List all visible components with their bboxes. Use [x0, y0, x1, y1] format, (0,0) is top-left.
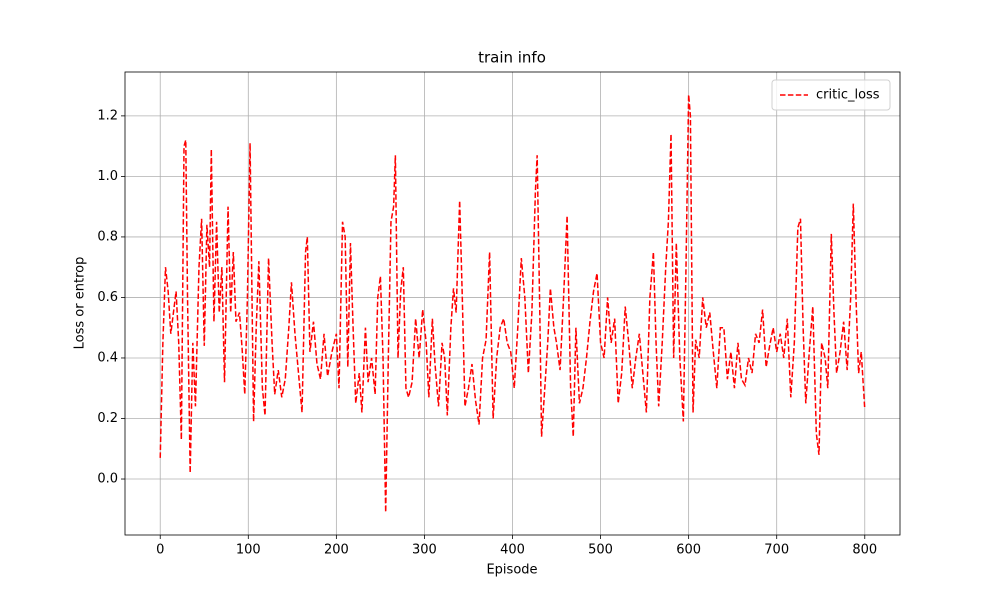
y-tick-label: 0.6 — [97, 290, 118, 305]
line-series — [159, 94, 866, 513]
y-tick-label: 1.0 — [97, 169, 118, 184]
x-tick-label: 300 — [412, 543, 437, 558]
x-tick-label: 100 — [236, 543, 261, 558]
legend-label: critic_loss — [816, 88, 880, 103]
y-tick-label: 0.0 — [97, 472, 118, 487]
x-tick-label: 500 — [588, 543, 613, 558]
x-tick-label: 200 — [324, 543, 349, 558]
x-tick-label: 700 — [764, 543, 789, 558]
x-tick-label: 800 — [852, 543, 877, 558]
y-tick-label: 0.2 — [97, 411, 118, 426]
x-tick-label: 600 — [676, 543, 701, 558]
legend-box — [771, 79, 891, 111]
y-axis-label: Loss or entrop — [73, 257, 88, 350]
x-tick-label: 0 — [156, 543, 164, 558]
axes-frame — [124, 71, 901, 536]
x-tick-label: 400 — [500, 543, 525, 558]
y-tick-label: 0.4 — [97, 350, 118, 365]
chart-title: train info — [478, 49, 546, 67]
y-tick-label: 0.8 — [97, 229, 118, 244]
y-tick-label: 1.2 — [97, 108, 118, 123]
x-axis-label: Episode — [486, 563, 537, 578]
